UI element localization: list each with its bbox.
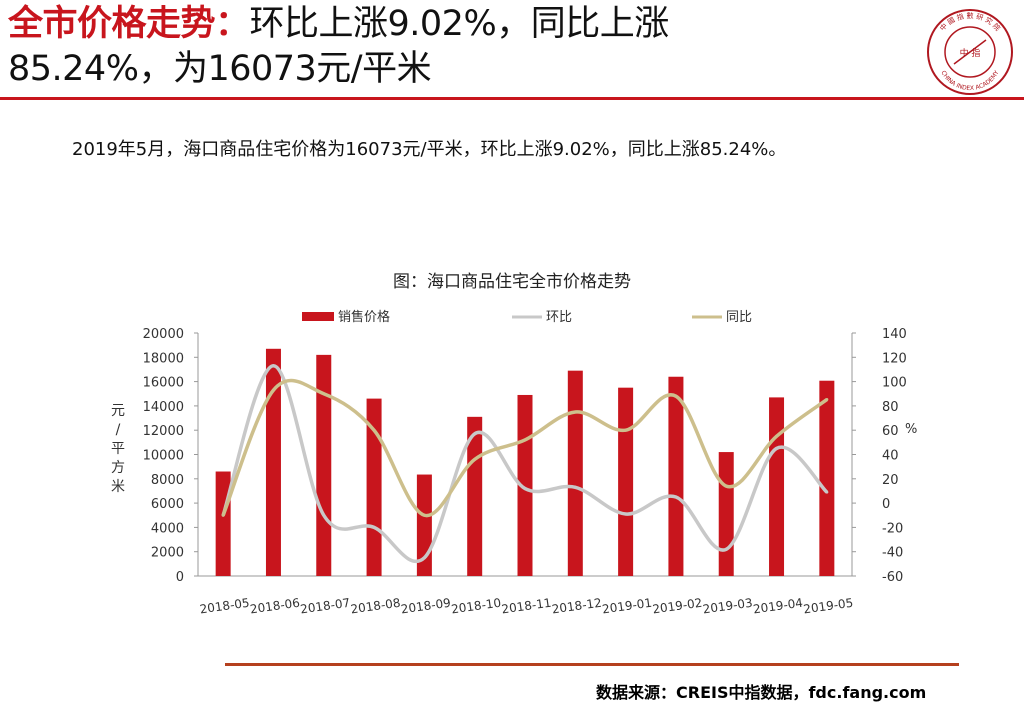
x-tick-label: 2019-03 xyxy=(702,596,754,617)
right-tick-label: 20 xyxy=(882,473,899,488)
point-yoy-2019-05 xyxy=(825,398,829,402)
title-divider xyxy=(0,97,1024,100)
point-yoy-2018-06 xyxy=(271,388,275,392)
x-tick-label: 2018-11 xyxy=(501,596,553,617)
right-tick-label: -60 xyxy=(882,570,903,585)
right-tick-label: 80 xyxy=(882,400,899,415)
left-axis-label-char: 元 xyxy=(111,403,125,419)
page-title: 全市价格走势：环比上涨9.02%，同比上涨 85.24%，为16073元/平米 xyxy=(8,2,908,92)
point-yoy-2018-10 xyxy=(473,457,477,461)
right-tick-label: -40 xyxy=(882,546,903,561)
point-yoy-2019-03 xyxy=(724,484,728,488)
bar-2018-12 xyxy=(567,370,583,576)
bottom-divider xyxy=(225,663,959,666)
chart-title: 图：海口商品住宅全市价格走势 xyxy=(393,272,631,292)
left-tick-label: 8000 xyxy=(151,473,184,488)
point-yoy-2018-12 xyxy=(573,410,577,414)
right-tick-label: 140 xyxy=(882,327,907,342)
point-yoy-2018-11 xyxy=(523,438,527,442)
left-axis-label-char: 方 xyxy=(111,460,125,476)
logo-center-text: 中 指 xyxy=(960,47,981,59)
left-tick-label: 16000 xyxy=(143,376,184,391)
legend-swatch-bar xyxy=(302,312,334,321)
right-tick-label: -20 xyxy=(882,521,903,536)
point-mom-2018-12 xyxy=(573,485,577,489)
bar-2018-06 xyxy=(265,348,281,576)
right-tick-label: 40 xyxy=(882,449,899,464)
title-highlight: 全市价格走势： xyxy=(8,4,250,44)
bar-2018-07 xyxy=(316,354,332,576)
point-yoy-2018-07 xyxy=(322,392,326,396)
summary-text: 2019年5月，海口商品住宅价格为16073元/平米，环比上涨9.02%，同比上… xyxy=(72,139,787,160)
x-tick-label: 2018-10 xyxy=(450,596,502,617)
data-source: 数据来源：CREIS中指数据，fdc.fang.com xyxy=(596,683,927,702)
x-tick-label: 2019-02 xyxy=(652,596,704,617)
point-mom-2019-02 xyxy=(674,495,678,499)
title-line2: 85.24%，为16073元/平米 xyxy=(8,49,432,89)
point-yoy-2018-05 xyxy=(221,513,225,517)
x-tick-label: 2018-05 xyxy=(199,596,251,617)
china-index-academy-logo: 中 國 指 數 研 究 院 CHINA INDEX ACADEMY 中 指 xyxy=(927,9,1013,95)
x-tick-label: 2019-01 xyxy=(601,596,653,617)
legend-label-mom: 环比 xyxy=(546,310,572,325)
left-tick-label: 10000 xyxy=(143,449,184,464)
x-tick-label: 2019-05 xyxy=(802,596,854,617)
bar-2019-03 xyxy=(718,452,734,576)
point-mom-2018-07 xyxy=(322,513,326,517)
point-yoy-2019-02 xyxy=(674,394,678,398)
left-tick-label: 20000 xyxy=(143,327,184,342)
left-tick-label: 0 xyxy=(176,570,184,585)
point-mom-2018-06 xyxy=(271,364,275,368)
right-tick-label: 100 xyxy=(882,376,907,391)
left-tick-label: 12000 xyxy=(143,424,184,439)
bar-2018-05 xyxy=(215,471,231,576)
left-tick-label: 18000 xyxy=(143,351,184,366)
point-yoy-2019-01 xyxy=(624,428,628,432)
bar-2019-01 xyxy=(618,387,634,576)
point-mom-2019-03 xyxy=(724,547,728,551)
left-axis-label-char: / xyxy=(116,422,121,438)
point-yoy-2019-04 xyxy=(775,434,779,438)
title-line1: 环比上涨9.02%，同比上涨 xyxy=(249,4,670,44)
right-tick-label: 60 xyxy=(882,424,899,439)
x-tick-label: 2019-04 xyxy=(752,596,804,617)
x-tick-label: 2018-09 xyxy=(400,596,452,617)
point-mom-2019-04 xyxy=(775,446,779,450)
point-mom-2018-10 xyxy=(473,432,477,436)
legend-label-bar: 销售价格 xyxy=(338,309,390,325)
point-mom-2019-05 xyxy=(825,490,829,494)
right-tick-label: 0 xyxy=(882,497,890,512)
point-mom-2018-08 xyxy=(372,525,376,529)
legend-label-yoy: 同比 xyxy=(726,310,752,325)
point-yoy-2018-09 xyxy=(422,513,426,517)
left-tick-label: 4000 xyxy=(151,521,184,536)
left-axis-label-char: 米 xyxy=(111,479,125,495)
left-axis-label-char: 平 xyxy=(111,441,125,457)
x-tick-label: 2018-08 xyxy=(350,596,402,617)
bar-2019-02 xyxy=(668,376,684,576)
point-yoy-2018-08 xyxy=(372,428,376,432)
x-tick-label: 2018-12 xyxy=(551,596,603,617)
point-mom-2018-09 xyxy=(422,556,426,560)
left-tick-label: 2000 xyxy=(151,546,184,561)
x-tick-label: 2018-06 xyxy=(249,596,301,617)
left-tick-label: 14000 xyxy=(143,400,184,415)
left-tick-label: 6000 xyxy=(151,497,184,512)
right-tick-label: 120 xyxy=(882,351,907,366)
bar-2019-04 xyxy=(769,397,785,576)
x-tick-label: 2018-07 xyxy=(299,596,351,617)
bar-2019-05 xyxy=(819,380,835,576)
point-mom-2018-11 xyxy=(523,487,527,491)
point-mom-2019-01 xyxy=(624,512,628,516)
right-axis-label: % xyxy=(905,422,917,437)
